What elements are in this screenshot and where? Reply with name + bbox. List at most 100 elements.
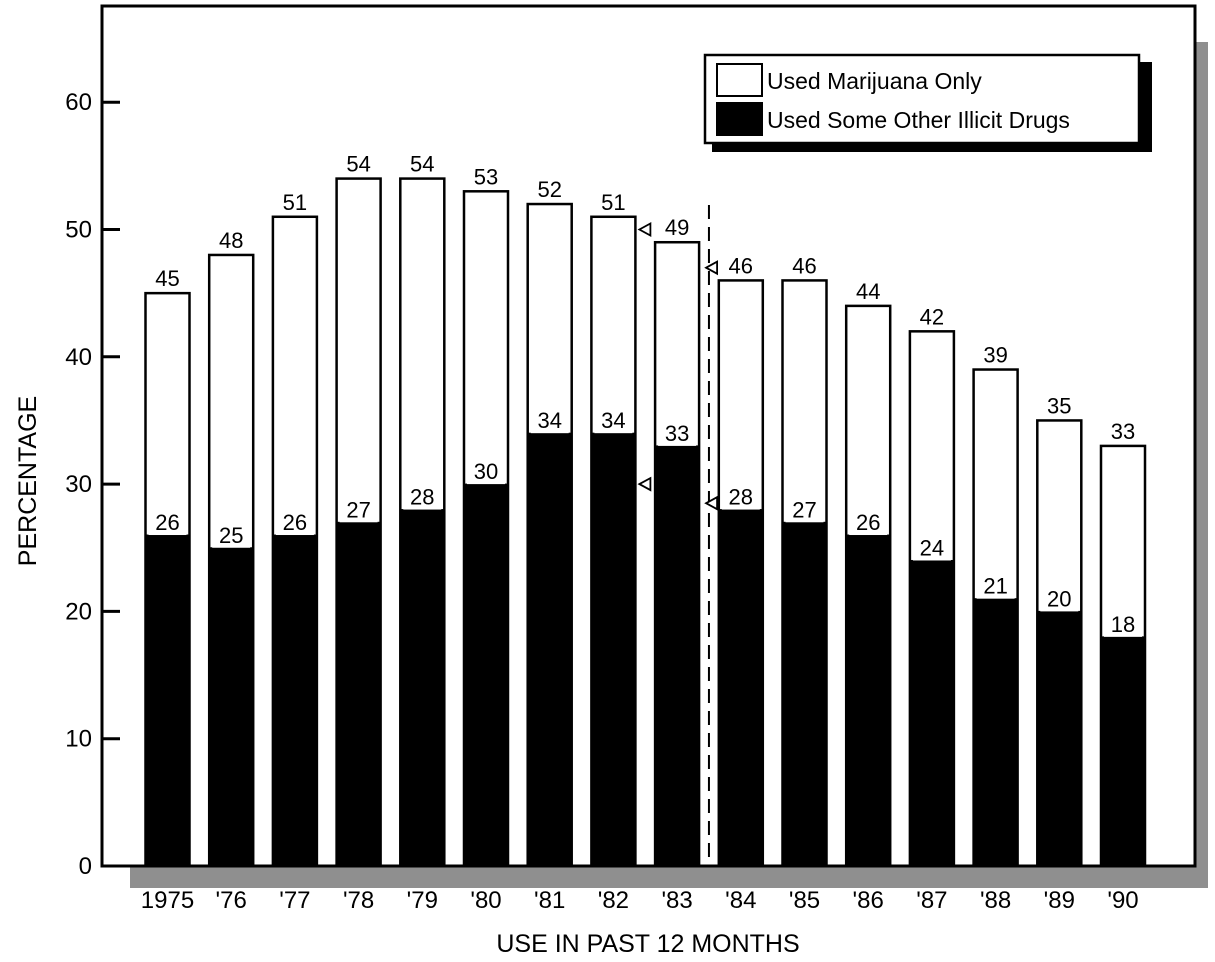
x-tick-label: '90 [1107, 887, 1138, 914]
data-label-bg [976, 572, 1015, 599]
bar-other-illicit [718, 509, 764, 867]
y-axis: 0 10 20 30 40 50 60 [65, 89, 120, 880]
data-label-other-illicit: 25 [219, 523, 243, 548]
y-tick-label: 60 [65, 89, 92, 116]
data-label-total: 51 [283, 190, 307, 215]
y-tick-label: 30 [65, 471, 92, 498]
bar-other-illicit [973, 598, 1019, 867]
data-label-total: 54 [346, 152, 370, 177]
bar-other-illicit [1036, 610, 1082, 867]
data-label-total: 53 [474, 164, 498, 189]
data-label-other-illicit: 28 [410, 485, 434, 510]
triangle-marker [637, 476, 652, 492]
data-label-total: 46 [792, 253, 816, 278]
x-tick-label: '87 [916, 887, 947, 914]
data-label-other-illicit: 26 [283, 510, 307, 535]
data-label-other-illicit: 26 [856, 510, 880, 535]
x-tick-label: '80 [470, 887, 501, 914]
x-tick-label: '84 [725, 887, 756, 914]
data-label-total: 51 [601, 190, 625, 215]
x-tick-label: '85 [789, 887, 820, 914]
legend-swatch-other-illicit [716, 102, 763, 136]
data-label-bg [467, 458, 505, 485]
legend-swatch-marijuana-only [716, 63, 763, 97]
legend-box [703, 53, 1141, 145]
bar-other-illicit [145, 534, 190, 867]
data-label-other-illicit: 20 [1047, 586, 1071, 611]
data-label-bg [212, 521, 251, 548]
data-label-bg [658, 419, 697, 446]
data-label-other-illicit: 21 [983, 574, 1007, 599]
bar-other-illicit [654, 445, 700, 867]
data-label-other-illicit: 26 [155, 510, 179, 535]
data-label-other-illicit: 34 [537, 408, 561, 433]
bar-other-illicit [336, 521, 382, 867]
data-label-total: 48 [219, 228, 243, 253]
triangle-marker [704, 260, 718, 276]
x-tick-label: '86 [853, 887, 884, 914]
x-tick-label: '78 [343, 887, 374, 914]
data-label-total: 45 [155, 266, 179, 291]
bar-other-illicit [1100, 636, 1146, 867]
y-tick-label: 20 [65, 598, 92, 625]
bar-other-illicit [272, 534, 318, 867]
data-label-other-illicit: 27 [792, 497, 816, 522]
data-label-total: 42 [920, 304, 944, 329]
data-label-other-illicit: 18 [1111, 612, 1135, 637]
data-label-other-illicit: 34 [601, 408, 625, 433]
data-label-bg [403, 483, 442, 510]
data-label-total: 44 [856, 279, 880, 304]
data-label-bg [530, 407, 569, 434]
x-tick-label: '88 [980, 887, 1011, 914]
triangle-marker [637, 221, 652, 238]
y-tick-label: 0 [79, 853, 92, 880]
bar-other-illicit [782, 521, 827, 867]
data-label-other-illicit: 27 [346, 497, 370, 522]
x-axis: 1975 '76 '77 '78 '79 '80 '81 '82 '83 '84 '85 '86 '87… [141, 887, 1139, 914]
bar-other-illicit [845, 534, 891, 867]
data-label-total: 52 [537, 177, 561, 202]
data-label-total: 35 [1047, 393, 1071, 418]
data-label-total: 54 [410, 152, 434, 177]
y-tick-label: 40 [65, 344, 92, 371]
data-label-other-illicit: 33 [665, 421, 689, 446]
data-label-bg [721, 483, 760, 510]
x-tick-label: '76 [216, 887, 247, 914]
x-tick-label: '81 [534, 887, 565, 914]
data-label-other-illicit: 24 [920, 535, 944, 560]
x-tick-label: '82 [598, 887, 629, 914]
x-tick-label: '83 [661, 887, 692, 914]
bar-other-illicit [463, 483, 509, 867]
data-label-bg [1040, 585, 1079, 612]
bar-other-illicit [909, 559, 955, 867]
x-tick-label: '89 [1044, 887, 1075, 914]
data-label-other-illicit: 30 [474, 459, 498, 484]
data-label-group: 45 26 48 25 51 26 54 27 54 28 53 30 52 34 51 34 49 33 46 28… [148, 152, 1142, 637]
bar-group [144, 177, 1147, 868]
data-label-bg [785, 496, 824, 523]
data-label-bg [339, 496, 378, 523]
data-label-total: 33 [1111, 419, 1135, 444]
bar-other-illicit [527, 432, 573, 867]
data-label-bg [1104, 610, 1142, 637]
data-label-bg [912, 534, 951, 561]
bar-other-illicit [399, 509, 445, 867]
x-tick-label: 1975 [141, 887, 194, 914]
data-label-bg [594, 407, 633, 434]
y-tick-label: 10 [65, 726, 92, 753]
x-axis-title: USE IN PAST 12 MONTHS [496, 930, 799, 958]
data-label-total: 46 [729, 253, 753, 278]
triangle-marker [704, 495, 718, 511]
x-tick-label: '77 [279, 887, 310, 914]
x-tick-label: '79 [407, 887, 438, 914]
y-tick-label: 50 [65, 217, 92, 244]
y-axis-title: PERCENTAGE [14, 396, 42, 566]
bar-other-illicit [590, 432, 636, 867]
legend: Used Marijuana Only Used Some Other Illi… [703, 53, 1152, 152]
data-label-other-illicit: 28 [729, 485, 753, 510]
data-label-bg [849, 509, 888, 536]
data-label-bg [275, 509, 314, 536]
legend-label-other-illicit: Used Some Other Illicit Drugs [767, 107, 1070, 133]
data-label-bg [148, 509, 187, 536]
